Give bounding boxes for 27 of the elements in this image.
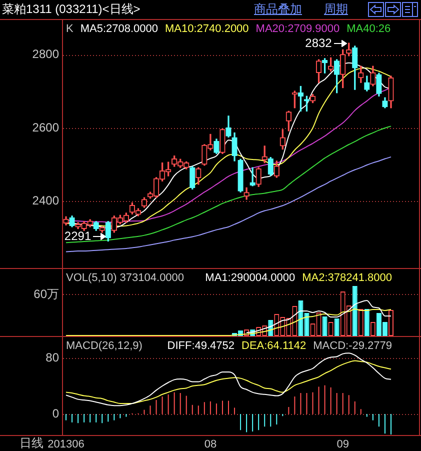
- text: 60万: [34, 286, 59, 301]
- chart-title: VOL(5,10) 373104.0000: [66, 272, 184, 284]
- text: MA20:2709.9000: [256, 23, 340, 36]
- text: DEA:64.1142: [242, 340, 306, 352]
- y-tick-label: 0: [52, 406, 60, 420]
- y-tick-label: 2400: [32, 194, 60, 208]
- text: MA10:2740.2000: [165, 23, 249, 36]
- chart-title: MACD(26,12,9): [66, 340, 142, 352]
- text: MA1:290004.0000: [205, 272, 296, 284]
- y-tick-label: 2600: [32, 120, 60, 134]
- x-tick-label: 201306: [48, 438, 84, 451]
- text: MA40:26: [346, 23, 391, 36]
- x-tick-label: 09: [336, 438, 349, 451]
- annotation: 2291: [64, 228, 92, 243]
- series-label: DIFF:49.4752: [167, 340, 235, 352]
- x-tick-label: 08: [204, 438, 217, 451]
- legend-title: K: [66, 23, 74, 36]
- annotation: MACD:-29.2779: [313, 340, 392, 352]
- x-axis-title: 日线: [20, 436, 44, 450]
- text: MA5:2708.0000: [80, 23, 158, 36]
- y-tick-label: 80: [46, 350, 60, 364]
- annotation: 2832: [305, 36, 332, 50]
- text: 周期: [324, 2, 348, 17]
- y-tick-label: 2800: [32, 47, 60, 62]
- chart-title: 菜粕1311 (033211)<日线>: [2, 2, 140, 17]
- text: MA2:378241.8000: [302, 272, 392, 284]
- text: 商品叠加: [254, 2, 302, 17]
